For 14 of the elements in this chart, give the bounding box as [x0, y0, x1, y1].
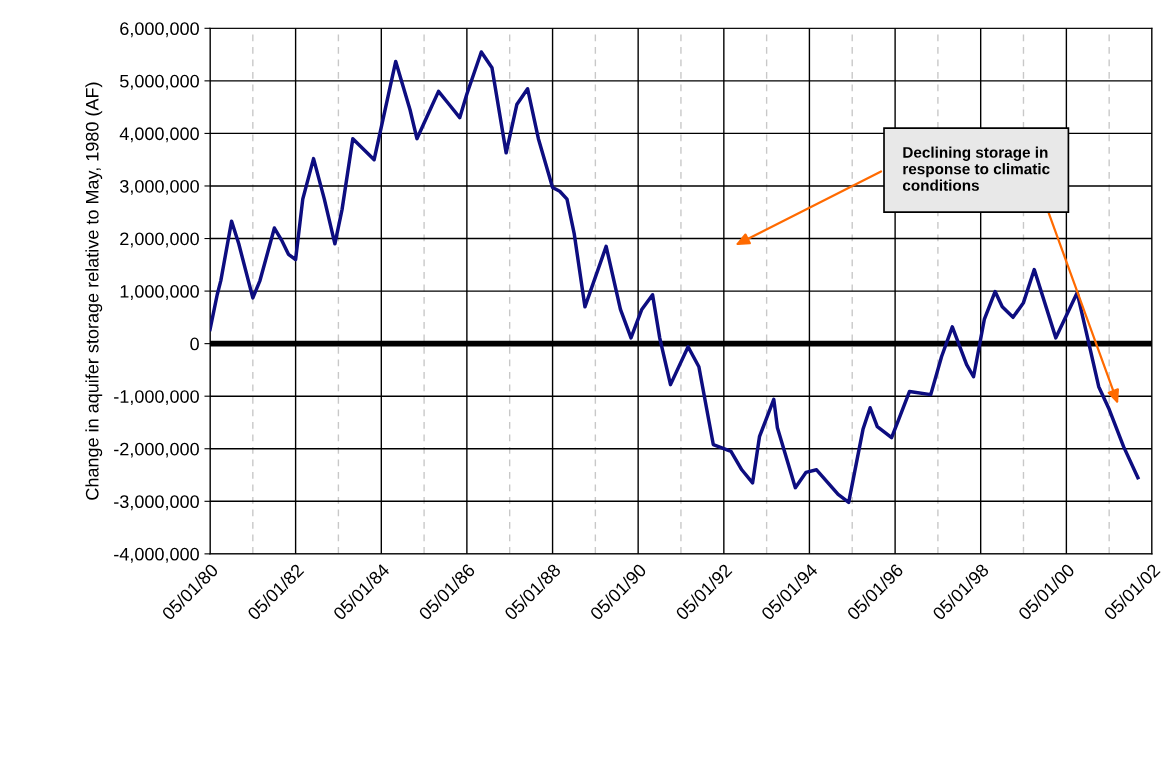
y-tick-label: 4,000,000	[119, 127, 199, 143]
y-tick-label: 2,000,000	[120, 232, 199, 248]
y-tick-label: -1,000,000	[114, 390, 199, 406]
y-tick-label: 6,000,000	[120, 22, 199, 38]
line-series	[210, 50, 1140, 505]
y-axis-title: Change in aquifer storage relative to May, 1980 (AF)	[85, 82, 103, 500]
y-tick-label: 5,000,000	[120, 74, 199, 90]
y-tick-label: -3,000,000	[114, 495, 199, 511]
y-tick-label: -2,000,000	[114, 442, 199, 458]
y-tick-label: 3,000,000	[119, 179, 199, 195]
y-tick-label: -4,000,000	[114, 547, 199, 563]
annotation: Declining storage in response to climatic conditions	[902, 146, 1050, 191]
y-tick-label: 1,000,000	[120, 285, 199, 300]
y-tick-label: 0	[190, 337, 199, 351]
